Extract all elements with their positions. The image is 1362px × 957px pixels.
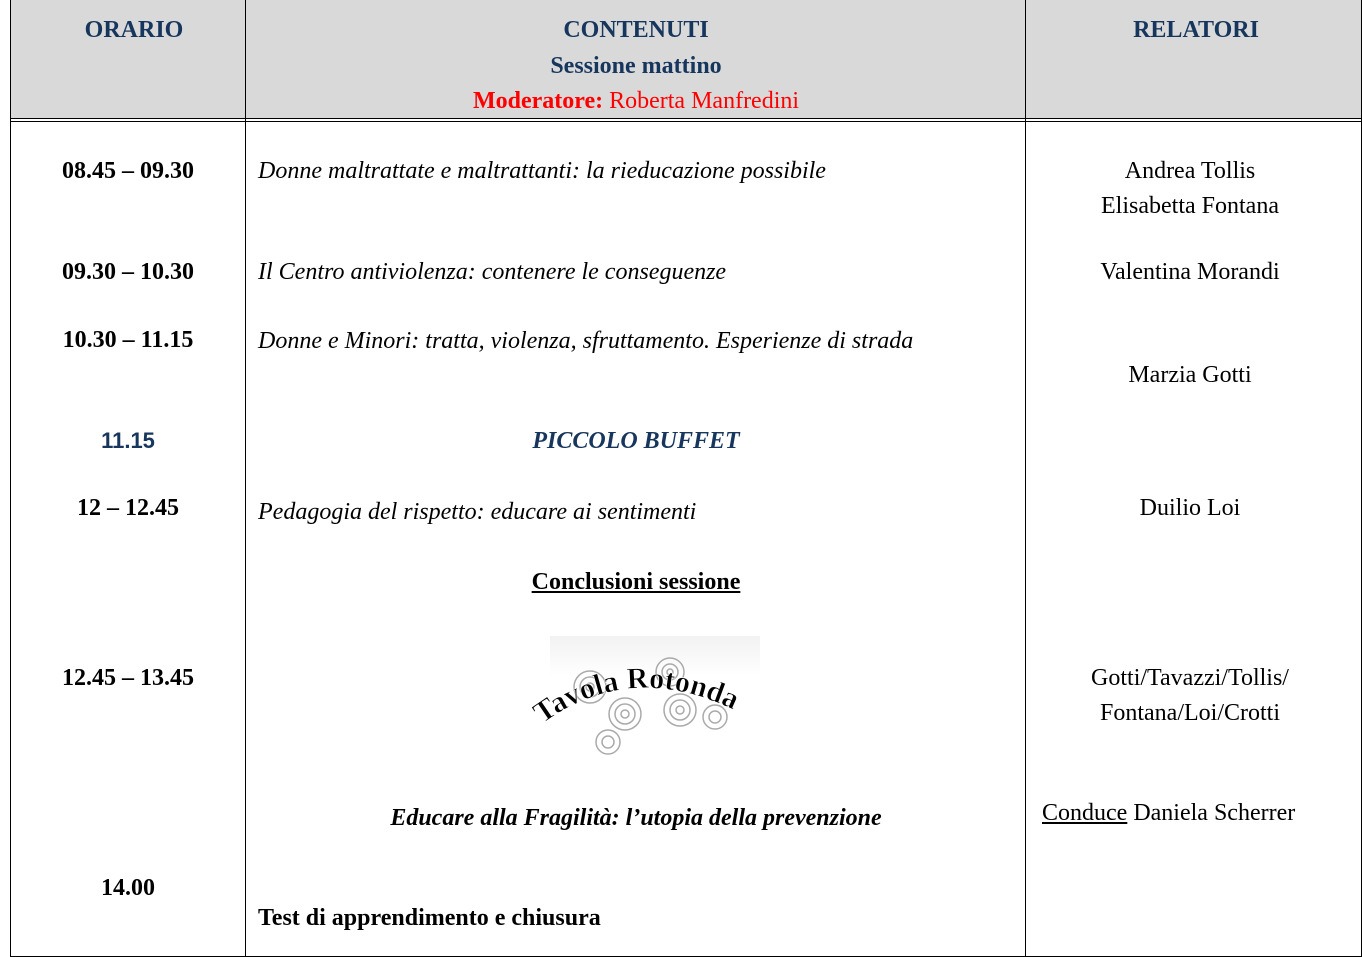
- column-header: ORARIO: [84, 17, 184, 43]
- moderator-label: Conduce: [1042, 800, 1128, 826]
- moderator: Conduce Daniela Scherrer: [1042, 799, 1295, 827]
- panel-title: Educare alla Fragilità: l’utopia della p…: [390, 805, 882, 831]
- break: PICCOLO BUFFET: [532, 428, 740, 454]
- topic: Donne e Minori: tratta, violenza, sfrutt…: [258, 328, 914, 354]
- rule: [10, 121, 1362, 122]
- time: 08.45 – 09.30: [62, 158, 194, 184]
- time: 09.30 – 10.30: [62, 259, 194, 285]
- time: 12 – 12.45: [77, 495, 179, 521]
- moderator-name: Daniela Scherrer: [1133, 800, 1296, 826]
- topic: Test di apprendimento e chiusura: [258, 905, 601, 931]
- rule: [1025, 0, 1026, 957]
- time: 10.30 – 11.15: [62, 327, 194, 353]
- topic: Donne maltrattate e maltrattanti: la rie…: [258, 158, 826, 184]
- time: 14.00: [101, 875, 155, 901]
- time: 11.15: [101, 428, 155, 453]
- topic: Il Centro antiviolenza: contenere le con…: [258, 259, 727, 285]
- section-note: Conclusioni sessione: [531, 569, 741, 595]
- speaker: Valentina Morandi: [1100, 259, 1280, 285]
- moderator: Moderatore: Roberta Manfredini: [336, 87, 936, 115]
- time: 12.45 – 13.45: [62, 665, 194, 691]
- session-title: Sessione mattino: [550, 53, 722, 79]
- rule: [10, 0, 11, 957]
- speaker: Marzia Gotti: [1128, 362, 1252, 388]
- rule: [10, 118, 1362, 119]
- round-table-logo: Tavola Rotonda: [527, 636, 760, 755]
- column-header: CONTENUTI: [563, 17, 709, 43]
- speaker: Gotti/Tavazzi/Tollis/: [1091, 665, 1289, 691]
- speaker: Fontana/Loi/Crotti: [1100, 700, 1280, 726]
- header-background: [10, 0, 1362, 118]
- speaker: Elisabetta Fontana: [1101, 193, 1279, 219]
- column-header: RELATORI: [1133, 17, 1259, 43]
- moderator-name: Roberta Manfredini: [609, 88, 800, 114]
- speaker: Andrea Tollis: [1124, 158, 1256, 184]
- topic: Pedagogia del rispetto: educare ai senti…: [258, 499, 697, 525]
- speaker: Duilio Loi: [1139, 495, 1241, 521]
- rule: [245, 0, 246, 957]
- moderator-label: Moderatore:: [472, 88, 604, 114]
